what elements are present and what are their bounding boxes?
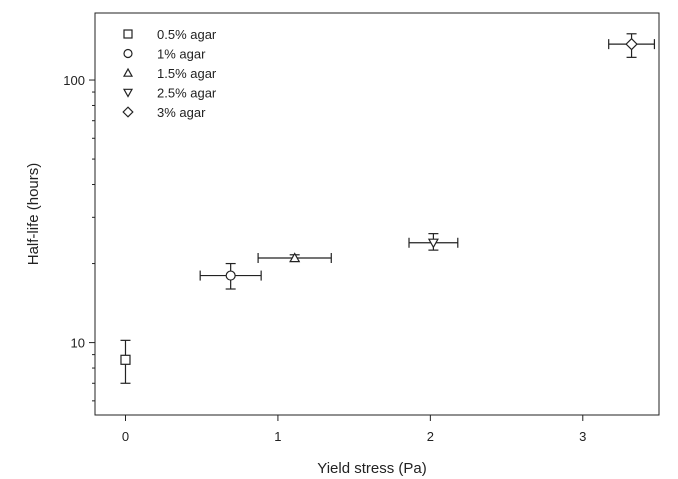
legend: 0.5% agar 1% agar 1.5% agar 2.5% agar 3% aga… [122,27,217,120]
data-point [257,252,332,263]
x-tick-label: 1 [274,429,281,444]
x-axis-label: Yield stress (Pa) [317,460,426,477]
data-marker [427,238,439,249]
y-tick-label: 10 [71,336,85,351]
data-marker [225,270,236,281]
legend-label: 0.5% agar [157,27,217,42]
data-point [199,262,262,290]
data-point [608,33,656,58]
plot-frame [94,12,660,416]
legend-label: 3% agar [157,105,206,120]
data-point [408,233,459,251]
legend-label: 2.5% agar [157,86,217,101]
data-point [120,339,131,384]
data-marker [289,252,301,263]
legend-label: 1.5% agar [157,66,217,81]
x-tick-label: 2 [427,429,434,444]
legend-item: 1% agar [123,47,206,62]
data-points [120,33,656,384]
legend-label: 1% agar [157,47,206,62]
legend-marker [122,88,134,98]
legend-item: 3% agar [122,105,206,120]
x-tick-label: 0 [122,429,129,444]
x-axis: 0 1 2 3 [122,415,586,444]
legend-item: 1.5% agar [122,66,217,81]
legend-marker [123,29,133,39]
y-tick-label: 100 [63,73,85,88]
y-axis: 10 100 [63,73,95,402]
data-marker [120,354,131,365]
legend-marker [123,48,133,59]
y-axis-label: Half-life (hours) [25,163,42,266]
legend-marker [122,67,134,77]
data-marker [625,37,638,51]
legend-marker [122,106,134,118]
x-tick-label: 3 [579,429,586,444]
legend-item: 2.5% agar [122,86,217,101]
legend-item: 0.5% agar [123,27,217,42]
